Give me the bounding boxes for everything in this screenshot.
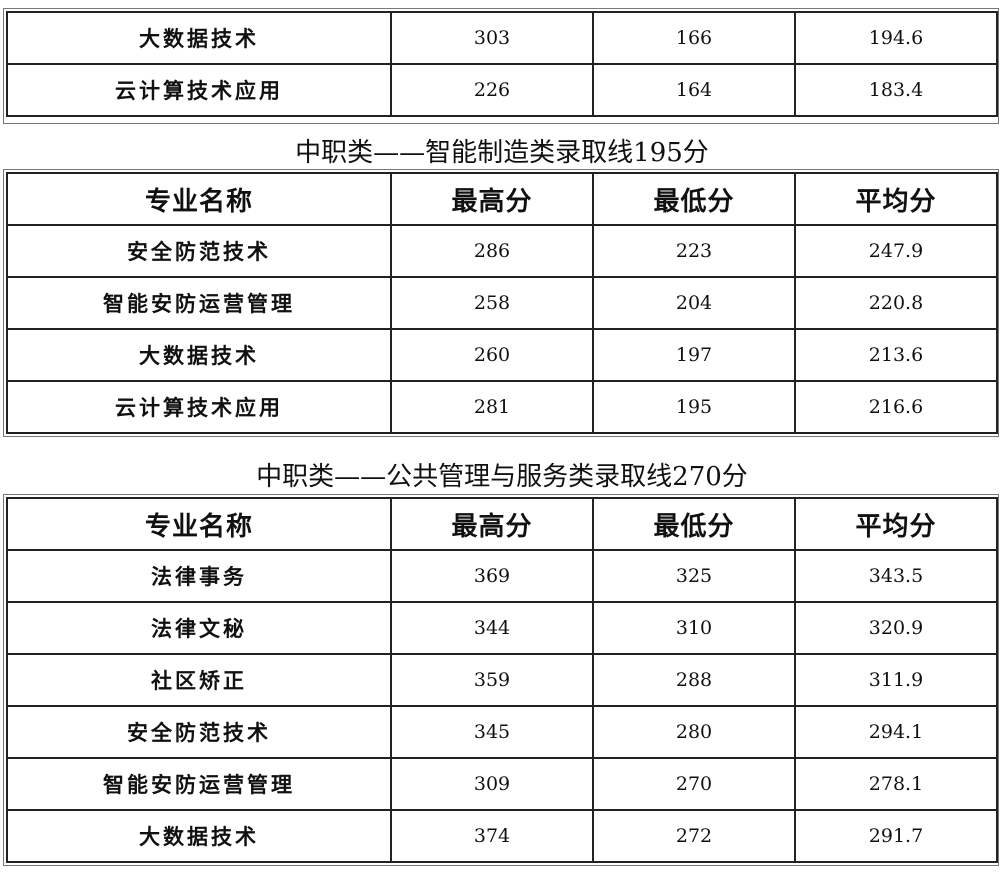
column-header: 最低分 (592, 172, 796, 226)
column-header: 最高分 (390, 172, 594, 226)
major-name: 法律事务 (6, 549, 392, 603)
major-name: 社区矫正 (6, 653, 392, 707)
column-header: 平均分 (794, 172, 998, 226)
min-score: 325 (592, 549, 796, 603)
column-header: 专业名称 (6, 497, 392, 551)
avg-score: 183.4 (794, 63, 998, 117)
max-score: 345 (390, 705, 594, 759)
min-score: 270 (592, 757, 796, 811)
table-1: 大数据技术 303 166 194.6 云计算技术应用 226 164 183.4 (3, 8, 999, 124)
table-row: 法律文秘 344 310 320.9 (6, 601, 998, 655)
max-score: 369 (390, 549, 594, 603)
min-score: 197 (592, 328, 796, 382)
table-row: 安全防范技术 345 280 294.1 (6, 705, 998, 759)
major-name: 智能安防运营管理 (6, 757, 392, 811)
avg-score: 247.9 (794, 224, 998, 278)
header-row: 专业名称 最高分 最低分 平均分 (6, 497, 998, 551)
table-row: 大数据技术 374 272 291.7 (6, 809, 998, 863)
table-2: 专业名称 最高分 最低分 平均分 安全防范技术 286 223 247.9 智能安防运营管理 25… (3, 169, 999, 437)
major-name: 法律文秘 (6, 601, 392, 655)
table-row: 社区矫正 359 288 311.9 (6, 653, 998, 707)
avg-score: 311.9 (794, 653, 998, 707)
score-table: 大数据技术 303 166 194.6 云计算技术应用 226 164 183.4 (6, 11, 998, 117)
min-score: 164 (592, 63, 796, 117)
max-score: 281 (390, 380, 594, 434)
avg-score: 194.6 (794, 11, 998, 65)
max-score: 286 (390, 224, 594, 278)
major-name: 安全防范技术 (6, 705, 392, 759)
min-score: 204 (592, 276, 796, 330)
column-header: 专业名称 (6, 172, 392, 226)
avg-score: 216.6 (794, 380, 998, 434)
table-row: 智能安防运营管理 258 204 220.8 (6, 276, 998, 330)
table-row: 法律事务 369 325 343.5 (6, 549, 998, 603)
max-score: 359 (390, 653, 594, 707)
max-score: 344 (390, 601, 594, 655)
avg-score: 320.9 (794, 601, 998, 655)
avg-score: 291.7 (794, 809, 998, 863)
min-score: 310 (592, 601, 796, 655)
min-score: 272 (592, 809, 796, 863)
min-score: 166 (592, 11, 796, 65)
max-score: 374 (390, 809, 594, 863)
min-score: 223 (592, 224, 796, 278)
major-name: 安全防范技术 (6, 224, 392, 278)
avg-score: 220.8 (794, 276, 998, 330)
section-title-public-management: 中职类——公共管理与服务类录取线270分 (256, 462, 748, 492)
avg-score: 294.1 (794, 705, 998, 759)
major-name: 大数据技术 (6, 11, 392, 65)
max-score: 260 (390, 328, 594, 382)
avg-score: 343.5 (794, 549, 998, 603)
avg-score: 213.6 (794, 328, 998, 382)
major-name: 云计算技术应用 (6, 63, 392, 117)
column-header: 最低分 (592, 497, 796, 551)
max-score: 309 (390, 757, 594, 811)
min-score: 195 (592, 380, 796, 434)
section-title-smart-manufacturing: 中职类——智能制造类录取线195分 (295, 138, 709, 168)
avg-score: 278.1 (794, 757, 998, 811)
table-row: 云计算技术应用 281 195 216.6 (6, 380, 998, 434)
min-score: 280 (592, 705, 796, 759)
table-row: 安全防范技术 286 223 247.9 (6, 224, 998, 278)
max-score: 258 (390, 276, 594, 330)
major-name: 大数据技术 (6, 328, 392, 382)
column-header: 最高分 (390, 497, 594, 551)
major-name: 智能安防运营管理 (6, 276, 392, 330)
table-row: 大数据技术 260 197 213.6 (6, 328, 998, 382)
table-row: 智能安防运营管理 309 270 278.1 (6, 757, 998, 811)
header-row: 专业名称 最高分 最低分 平均分 (6, 172, 998, 226)
score-table: 专业名称 最高分 最低分 平均分 法律事务 369 325 343.5 法律文秘 344 310 32… (6, 497, 998, 863)
table-row: 云计算技术应用 226 164 183.4 (6, 63, 998, 117)
max-score: 303 (390, 11, 594, 65)
column-header: 平均分 (794, 497, 998, 551)
max-score: 226 (390, 63, 594, 117)
table-3: 专业名称 最高分 最低分 平均分 法律事务 369 325 343.5 法律文秘 344 310 32… (3, 494, 999, 866)
score-table: 专业名称 最高分 最低分 平均分 安全防范技术 286 223 247.9 智能安防运营管理 25… (6, 172, 998, 434)
table-row: 大数据技术 303 166 194.6 (6, 11, 998, 65)
min-score: 288 (592, 653, 796, 707)
major-name: 云计算技术应用 (6, 380, 392, 434)
major-name: 大数据技术 (6, 809, 392, 863)
